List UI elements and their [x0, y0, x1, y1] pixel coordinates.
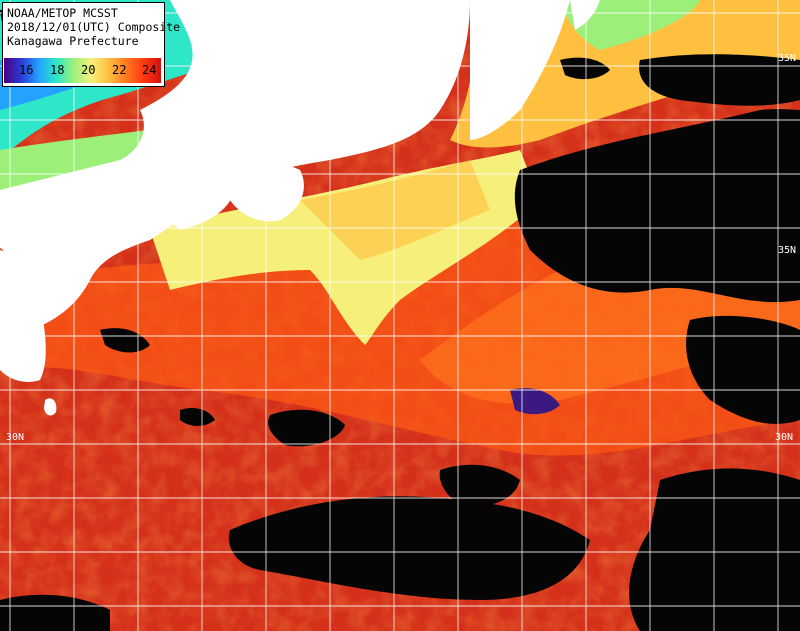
- lat-label-30n-right: 30N: [775, 432, 794, 443]
- title-line-2: 2018/12/01(UTC) Composite: [7, 20, 181, 34]
- lat-label-30n-left: 30N: [6, 432, 25, 443]
- cloud-patch-east: [686, 315, 800, 424]
- cloud-patch-southwest: [100, 328, 150, 353]
- title-line-3: Kanagawa Prefecture: [7, 34, 139, 48]
- cloud-band-northeast: [639, 54, 800, 106]
- cloud-band-south: [228, 496, 590, 600]
- cloud-patch-north: [560, 57, 610, 80]
- cloud-patch-bottom-left: [0, 594, 110, 631]
- yellow-patch: [300, 160, 490, 260]
- colorbar-tick-18: 18: [50, 63, 65, 77]
- colorbar-tick-16: 16: [19, 63, 34, 77]
- cloud-patch-west: [180, 408, 215, 426]
- lat-label-35n-mid: 35N: [778, 245, 797, 256]
- cool-patch-northeast: [560, 0, 700, 50]
- title-line-1: NOAA/METOP MCSST: [7, 6, 118, 20]
- colorbar-fill: [4, 58, 161, 83]
- colorbar-ticks: 16 18 20 22 24: [4, 58, 161, 83]
- lat-label-35n-top: 35N: [778, 53, 797, 64]
- land-kyushu: [0, 250, 46, 382]
- land-honshu: [0, 0, 470, 330]
- colorbar-gradient: [4, 58, 161, 83]
- colorbar-tick-22: 22: [112, 63, 127, 77]
- land-shikoku: [164, 174, 235, 230]
- land-kii-peninsula: [230, 162, 304, 222]
- colorbar-tick-24: 24: [142, 63, 157, 77]
- land-central: [330, 0, 570, 140]
- cold-patch-purple: [510, 388, 560, 415]
- cloud-mass-southeast: [629, 468, 800, 631]
- land-izu: [570, 0, 600, 30]
- temperature-colorbar: 16 18 20 22 24: [4, 58, 161, 83]
- cloud-patch-south: [439, 464, 520, 507]
- land-island-1: [44, 398, 57, 416]
- colorbar-tick-20: 20: [81, 63, 96, 77]
- cloud-patch-central: [268, 409, 345, 447]
